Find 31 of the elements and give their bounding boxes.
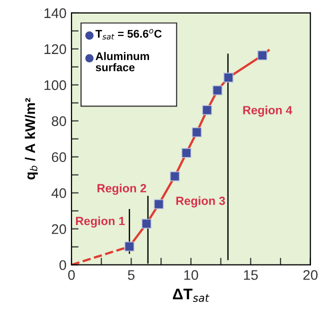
x-tick-label: 0 [68, 270, 75, 280]
y-tick-label: 60 [52, 152, 66, 162]
y-tick-label: 120 [44, 44, 66, 54]
y-tick-label: 20 [52, 224, 66, 234]
annotation: Region 3 [176, 196, 225, 208]
annotation: Aluminum surface [96, 52, 150, 72]
x-tick-label: 10 [184, 270, 198, 280]
y-axis-title: q$_{b}$ / A kW/m² [24, 98, 38, 180]
annotation: Region 1 [76, 216, 125, 228]
point [181, 148, 192, 158]
y-tick-label: 140 [44, 8, 66, 18]
point [192, 127, 202, 138]
point [170, 171, 180, 182]
x-tick-label: 15 [244, 270, 258, 280]
point [142, 218, 152, 229]
y-tick-label: 100 [44, 80, 66, 90]
point [202, 105, 212, 116]
annotation: Region 4 [243, 106, 292, 117]
point [124, 242, 134, 252]
point [257, 50, 268, 60]
point [154, 199, 164, 210]
annotation: T$_{sat}$ = 56.6$^{o}$C [96, 28, 162, 40]
point [212, 85, 222, 96]
x-tick-label: 5 [128, 270, 134, 280]
point [224, 72, 234, 82]
y-tick-label: 0 [59, 260, 66, 270]
annotation: Region 2 [98, 184, 146, 195]
x-tick-label: 20 [303, 270, 318, 280]
y-tick-label: 40 [52, 188, 66, 198]
y-tick-label: 80 [52, 116, 66, 126]
x-axis-title: ΔT$_{sat}$ [172, 288, 210, 302]
